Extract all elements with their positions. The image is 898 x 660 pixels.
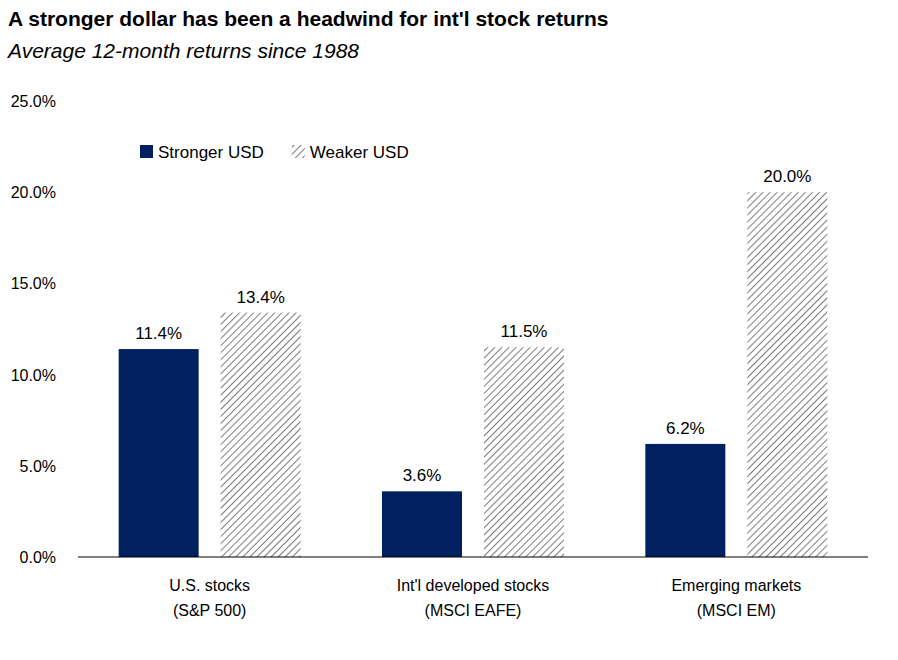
- category-label: Emerging markets(MSCI EM): [671, 577, 801, 619]
- y-tick-label: 25.0%: [11, 93, 56, 110]
- title: A stronger dollar has been a headwind fo…: [8, 7, 609, 30]
- bar: [119, 349, 199, 557]
- legend-label: Weaker USD: [310, 143, 409, 162]
- chart: A stronger dollar has been a headwind fo…: [0, 0, 898, 660]
- y-tick-label: 15.0%: [11, 275, 56, 292]
- y-tick-label: 20.0%: [11, 184, 56, 201]
- legend-label: Stronger USD: [158, 143, 264, 162]
- y-tick-label: 10.0%: [11, 367, 56, 384]
- legend: Stronger USD Weaker USD: [140, 143, 409, 162]
- legend-swatch: [140, 145, 153, 158]
- category-label: Int'l developed stocks(MSCI EAFE): [397, 577, 549, 619]
- data-label: 13.4%: [237, 288, 285, 307]
- bar: [382, 491, 462, 557]
- data-label: 11.4%: [135, 324, 182, 343]
- bars: [119, 192, 828, 557]
- subtitle: Average 12-month returns since 1988: [6, 39, 359, 62]
- data-label: 11.5%: [501, 322, 548, 341]
- y-tick-label: 5.0%: [20, 458, 56, 475]
- data-label: 3.6%: [403, 466, 442, 485]
- data-label: 6.2%: [666, 419, 705, 438]
- bar: [645, 444, 725, 557]
- legend-swatch: [292, 145, 305, 158]
- data-label: 20.0%: [763, 167, 811, 186]
- category-label: U.S. stocks(S&P 500): [169, 577, 250, 619]
- y-tick-label: 0.0%: [20, 549, 56, 566]
- bar: [221, 313, 301, 557]
- data-labels: 11.4% 13.4% 3.6% 11.5% 6.2% 20.0%: [135, 167, 811, 485]
- x-axis: [78, 557, 868, 558]
- bar: [747, 192, 827, 557]
- bar: [484, 347, 564, 557]
